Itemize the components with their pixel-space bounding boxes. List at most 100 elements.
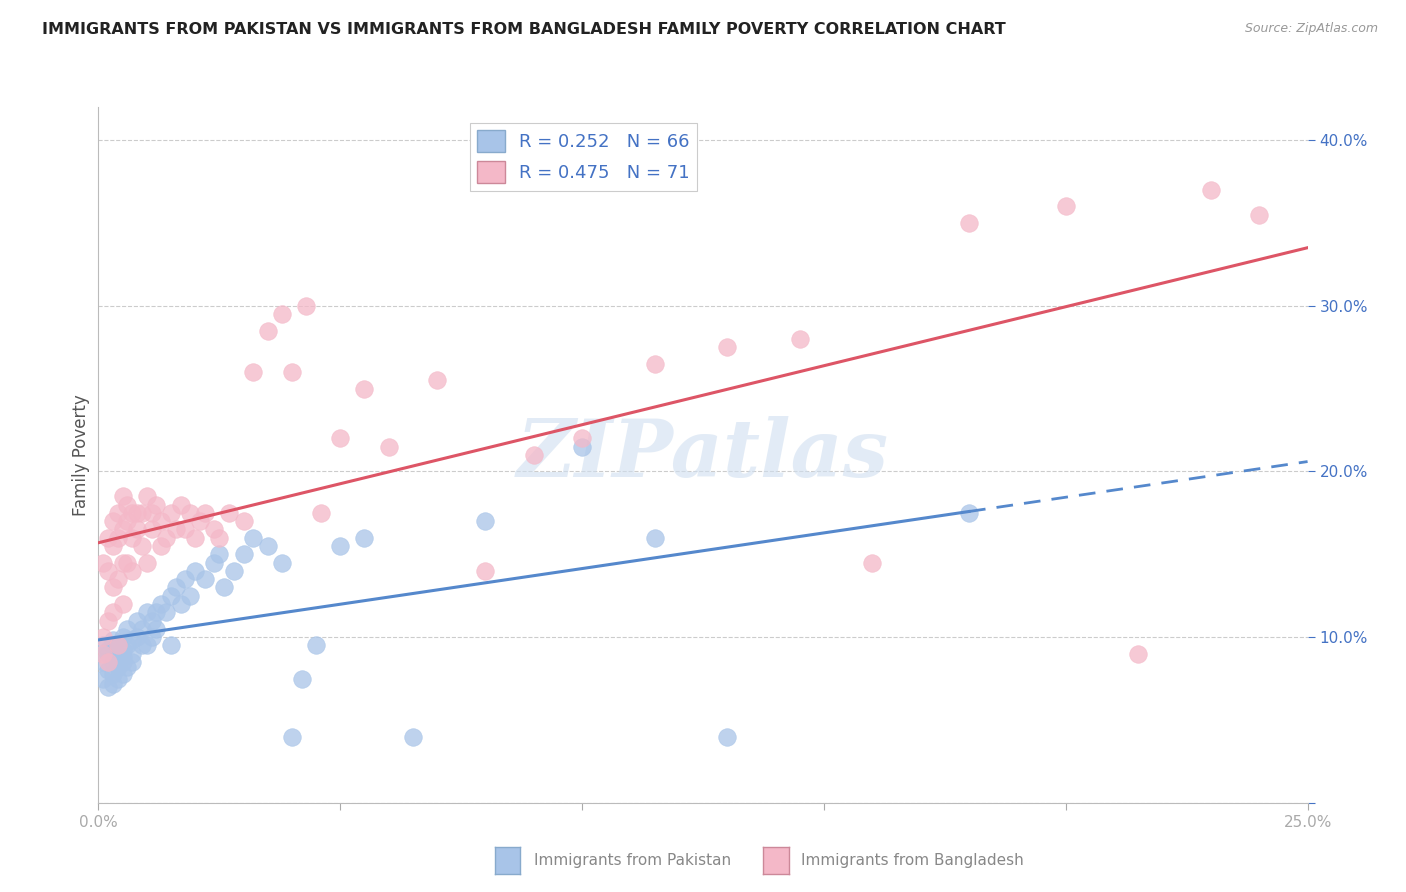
Point [644,531,666,545]
Point [329,431,352,445]
Text: Source: ZipAtlas.com: Source: ZipAtlas.com [1244,22,1378,36]
Point [121,564,143,578]
Point [232,514,254,528]
Point [101,539,124,553]
Point [169,597,191,611]
Point [305,639,328,653]
Point [121,655,143,669]
Point [101,633,124,648]
Point [295,299,318,313]
Point [194,506,217,520]
Point [174,523,197,537]
Point [111,655,134,669]
Point [121,506,143,520]
Point [212,581,235,595]
Point [135,556,157,570]
Point [91,639,114,653]
Point [101,655,124,669]
Point [957,506,980,520]
Point [107,531,129,545]
Point [242,365,264,379]
Point [91,630,114,644]
Point [169,498,191,512]
Point [160,589,183,603]
Point [141,630,163,644]
Point [117,514,139,528]
Point [97,655,120,669]
Point [97,614,120,628]
Text: ZIPatlas: ZIPatlas [517,417,889,493]
Point [131,539,153,553]
Point [165,523,187,537]
Point [188,514,211,528]
Point [160,639,183,653]
Point [426,373,449,387]
Point [232,547,254,561]
Point [789,332,811,346]
Point [165,581,187,595]
Point [309,506,332,520]
Point [107,660,129,674]
Point [131,506,153,520]
Point [290,672,312,686]
Point [117,639,139,653]
Point [242,531,264,545]
Point [135,489,157,503]
Point [101,676,124,690]
Point [101,514,124,528]
Point [127,506,149,520]
Point [111,523,134,537]
Point [97,531,120,545]
Point [97,643,120,657]
Point [107,650,129,665]
Point [281,365,304,379]
Point [111,643,134,657]
Point [194,572,217,586]
Point [571,440,593,454]
Point [101,639,124,653]
Point [91,672,114,686]
Point [141,506,163,520]
Point [860,556,883,570]
Point [150,597,173,611]
Point [111,597,134,611]
Point [117,660,139,674]
Point [204,556,226,570]
Point [121,531,143,545]
Point [135,639,157,653]
Point [716,340,738,354]
Point [97,663,120,677]
Point [127,523,149,537]
Point [329,539,352,553]
Point [111,666,134,681]
Point [127,630,149,644]
Point [150,539,173,553]
Point [107,572,129,586]
Point [1199,183,1222,197]
Point [91,655,114,669]
Point [107,506,129,520]
Text: Immigrants from Pakistan: Immigrants from Pakistan [534,854,731,868]
Point [107,672,129,686]
Point [107,639,129,653]
Point [131,639,153,653]
Point [716,730,738,744]
Point [204,523,226,537]
Point [117,498,139,512]
Point [218,506,240,520]
Point [271,307,294,321]
Point [97,564,120,578]
Point [111,556,134,570]
Point [256,324,278,338]
Point [474,514,496,528]
Point [222,564,245,578]
Point [131,622,153,636]
Point [91,647,114,661]
Point [179,506,201,520]
Point [97,680,120,694]
Point [121,647,143,661]
Point [111,650,134,665]
Point [141,523,163,537]
Point [179,589,201,603]
Point [377,440,399,454]
